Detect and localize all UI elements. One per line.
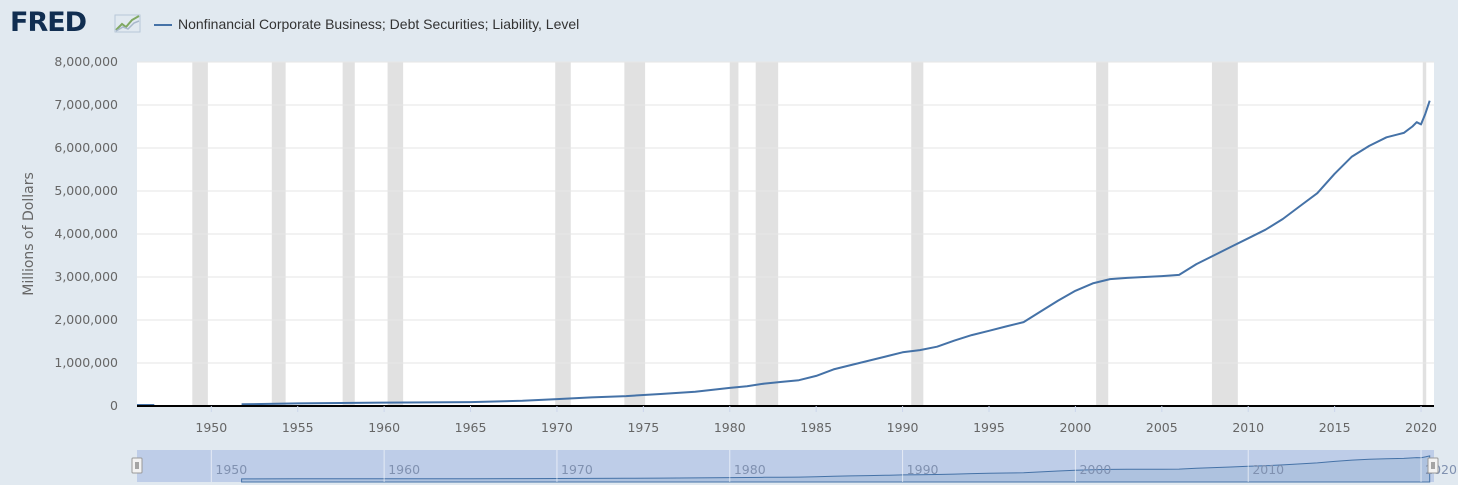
- y-tick-label: 8,000,000: [54, 54, 118, 69]
- navigator-selection[interactable]: [137, 450, 1434, 482]
- x-axis-ticks: 1950 1955 1960 1965 1970 1975 1980 1985 1990 1995…: [195, 406, 1437, 435]
- line-graph-icon: [114, 14, 141, 33]
- x-tick-label: 1975: [627, 420, 659, 435]
- x-tick-label: 2005: [1146, 420, 1178, 435]
- y-tick-label: 1,000,000: [54, 355, 118, 370]
- chart-header: FRED Nonfinancial Corporate Business; De…: [0, 0, 1458, 50]
- navigator-tick-label: 1980: [734, 462, 766, 477]
- fred-logo[interactable]: FRED: [10, 7, 87, 38]
- legend-label[interactable]: Nonfinancial Corporate Business; Debt Se…: [178, 16, 580, 32]
- x-tick-label: 1950: [195, 420, 227, 435]
- navigator-tick-label: 2010: [1252, 462, 1284, 477]
- x-tick-label: 2010: [1232, 420, 1264, 435]
- navigator-tick-label: 1960: [388, 462, 420, 477]
- y-tick-label: 5,000,000: [54, 183, 118, 198]
- legend-swatch: [154, 24, 172, 26]
- y-axis-ticks: 0 1,000,000 2,000,000 3,000,000 4,000,000 5,0…: [54, 54, 118, 413]
- x-tick-label: 2020: [1405, 420, 1437, 435]
- navigator[interactable]: 1950 1960 1970 1980 1990 2000 2010 2020: [131, 450, 1457, 483]
- navigator-handle-right[interactable]: [1427, 457, 1439, 474]
- y-axis-label: Millions of Dollars: [21, 172, 37, 296]
- navigator-series: [241, 455, 1431, 483]
- x-tick-label: 1960: [368, 420, 400, 435]
- x-tick-label: 1990: [887, 420, 919, 435]
- y-tick-label: 3,000,000: [54, 269, 118, 284]
- navigator-tick-label: 1950: [215, 462, 247, 477]
- y-tick-label: 7,000,000: [54, 97, 118, 112]
- navigator-tick-label: 1990: [907, 462, 939, 477]
- x-tick-label: 1985: [800, 420, 832, 435]
- series-line[interactable]: [241, 100, 1431, 406]
- y-tick-label: 4,000,000: [54, 226, 118, 241]
- navigator-series-area: [241, 455, 1431, 483]
- navigator-handle-left[interactable]: [131, 457, 143, 474]
- x-tick-label: 2000: [1059, 420, 1091, 435]
- x-tick-label: 1980: [714, 420, 746, 435]
- navigator-tick-label: 2000: [1079, 462, 1111, 477]
- gridlines: [137, 61, 1434, 364]
- x-tick-label: 1970: [541, 420, 573, 435]
- x-tick-label: 2015: [1319, 420, 1351, 435]
- y-tick-label: 0: [110, 398, 118, 413]
- y-tick-label: 6,000,000: [54, 140, 118, 155]
- y-tick-label: 2,000,000: [54, 312, 118, 327]
- navigator-tick-label: 1970: [561, 462, 593, 477]
- x-tick-label: 1995: [973, 420, 1005, 435]
- x-tick-label: 1955: [282, 420, 314, 435]
- x-tick-label: 1965: [455, 420, 487, 435]
